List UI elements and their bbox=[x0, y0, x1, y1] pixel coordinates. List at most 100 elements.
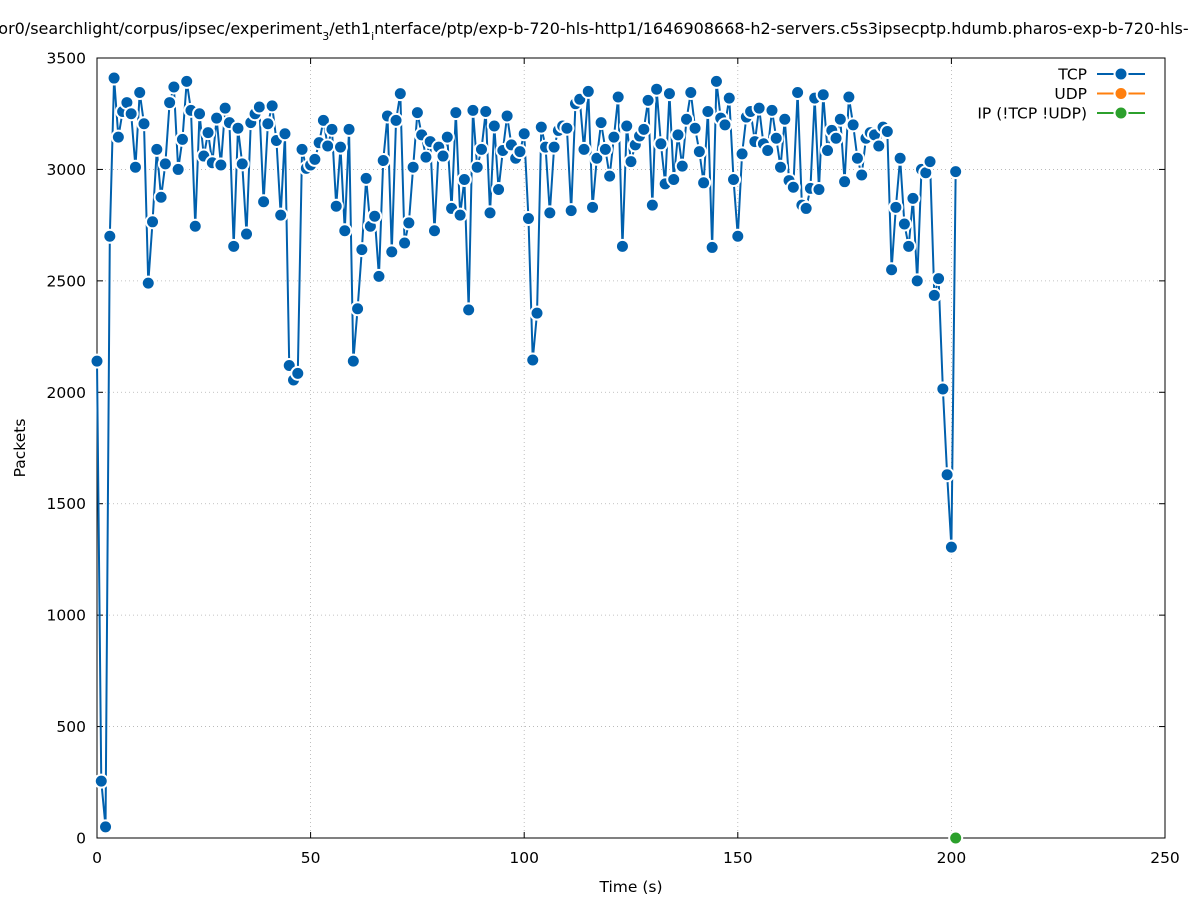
data-point-tcp bbox=[397, 235, 413, 251]
data-point-tcp bbox=[358, 170, 374, 186]
data-point-tcp bbox=[653, 136, 669, 152]
data-point-tcp bbox=[546, 139, 562, 155]
x-tick-label: 100 bbox=[509, 849, 539, 867]
data-point-tcp bbox=[529, 305, 545, 321]
data-point-tcp bbox=[89, 353, 105, 369]
data-point-tcp bbox=[127, 159, 143, 175]
data-point-tcp bbox=[683, 85, 699, 101]
data-point-tcp bbox=[832, 111, 848, 127]
data-point-tcp bbox=[469, 159, 485, 175]
data-point-tcp bbox=[905, 190, 921, 206]
data-point-tcp bbox=[884, 262, 900, 278]
data-point-tcp bbox=[174, 131, 190, 147]
legend-marker-ip-tcp-udp bbox=[1113, 105, 1129, 121]
data-point-tcp bbox=[345, 353, 361, 369]
data-point-tcp bbox=[384, 244, 400, 260]
axis-ticks: 0 50 100 150 200 2500500100015002000250030003… bbox=[47, 50, 1180, 868]
data-point-tcp bbox=[764, 102, 780, 118]
data-point-tcp bbox=[811, 181, 827, 197]
data-point-tcp bbox=[153, 189, 169, 205]
data-point-tcp bbox=[307, 151, 323, 167]
data-point-tcp bbox=[777, 111, 793, 127]
data-point-tcp bbox=[290, 365, 306, 381]
data-point-tcp bbox=[670, 127, 686, 143]
data-point-tcp bbox=[192, 106, 208, 122]
legend-label-tcp: TCP bbox=[1057, 66, 1087, 84]
data-point-tcp bbox=[341, 121, 357, 137]
data-point-tcp bbox=[473, 141, 489, 157]
legend-marker-udp bbox=[1113, 86, 1129, 101]
data-point-tcp bbox=[435, 148, 451, 164]
data-point-tcp bbox=[935, 381, 951, 397]
x-tick-label: 0 bbox=[92, 849, 102, 867]
data-point-tcp bbox=[666, 171, 682, 187]
data-point-tcp bbox=[350, 301, 366, 317]
data-point-tcp bbox=[149, 141, 165, 157]
data-point-tcp bbox=[559, 120, 575, 136]
data-point-tcp bbox=[790, 85, 806, 101]
data-point-tcp bbox=[516, 126, 532, 142]
data-point-tcp bbox=[636, 121, 652, 137]
data-point-tcp bbox=[426, 223, 442, 239]
data-point-tcp bbox=[820, 142, 836, 158]
data-point-tcp bbox=[157, 156, 173, 172]
data-point-tcp bbox=[892, 150, 908, 166]
data-point-tcp bbox=[388, 112, 404, 128]
series-layer bbox=[89, 70, 964, 846]
data-point-tcp bbox=[785, 179, 801, 195]
data-point-tcp bbox=[610, 89, 626, 105]
data-point-tcp bbox=[576, 141, 592, 157]
data-point-tcp bbox=[333, 139, 349, 155]
data-point-tcp bbox=[687, 120, 703, 136]
data-point-tcp bbox=[931, 271, 947, 287]
data-point-tcp bbox=[901, 238, 917, 254]
data-point-tcp bbox=[482, 205, 498, 221]
data-point-tcp bbox=[602, 168, 618, 184]
data-point-tcp bbox=[871, 138, 887, 154]
data-point-tcp bbox=[315, 112, 331, 128]
data-point-tcp bbox=[230, 120, 246, 136]
data-point-tcp bbox=[256, 194, 272, 210]
data-point-tcp bbox=[606, 129, 622, 145]
data-point-tcp bbox=[448, 105, 464, 121]
data-point-tcp bbox=[110, 129, 126, 145]
data-point-tcp bbox=[217, 100, 233, 116]
data-point-tcp bbox=[324, 121, 340, 137]
data-point-tcp bbox=[106, 70, 122, 86]
data-point-tcp bbox=[888, 199, 904, 215]
data-point-tcp bbox=[145, 214, 161, 230]
data-point-tcp bbox=[533, 119, 549, 135]
data-point-tcp bbox=[798, 200, 814, 216]
data-point-tcp bbox=[401, 215, 417, 231]
y-tick-label: 500 bbox=[56, 718, 86, 736]
data-point-tcp bbox=[773, 159, 789, 175]
data-point-tcp bbox=[213, 157, 229, 173]
data-point-tcp bbox=[461, 302, 477, 318]
data-point-tcp bbox=[98, 819, 114, 835]
data-point-tcp bbox=[593, 115, 609, 131]
data-point-tcp bbox=[939, 467, 955, 483]
x-tick-label: 150 bbox=[723, 849, 753, 867]
x-tick-label: 200 bbox=[937, 849, 967, 867]
data-point-tcp bbox=[828, 130, 844, 146]
data-point-tcp bbox=[456, 171, 472, 187]
data-point-tcp bbox=[277, 126, 293, 142]
series-line-tcp bbox=[96, 77, 957, 828]
data-point-tcp bbox=[409, 105, 425, 121]
data-point-tcp bbox=[614, 238, 630, 254]
data-point-tcp bbox=[708, 73, 724, 89]
data-point-tcp bbox=[730, 228, 746, 244]
data-point-tcp bbox=[354, 242, 370, 258]
data-point-tcp bbox=[132, 85, 148, 101]
data-point-tcp bbox=[640, 92, 656, 108]
data-point-tcp bbox=[815, 87, 831, 103]
data-point-tcp bbox=[649, 81, 665, 97]
data-point-tcp bbox=[140, 275, 156, 291]
data-point-tcp bbox=[465, 102, 481, 118]
data-point-tcp bbox=[679, 111, 695, 127]
y-tick-label: 1000 bbox=[47, 607, 86, 625]
data-point-tcp bbox=[734, 146, 750, 162]
data-point-tcp bbox=[439, 129, 455, 145]
data-point-tcp bbox=[337, 223, 353, 239]
data-point-tcp bbox=[854, 167, 870, 183]
